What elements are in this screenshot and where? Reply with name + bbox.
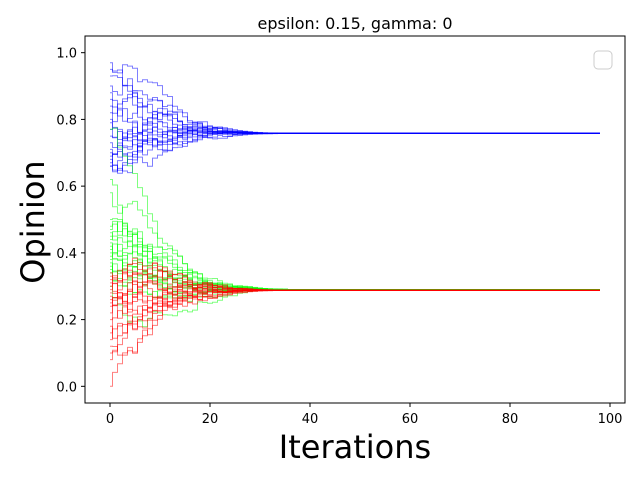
chart-title: epsilon: 0.15, gamma: 0: [257, 14, 452, 33]
x-tick-label: 80: [502, 412, 519, 427]
x-tick-label: 20: [202, 412, 219, 427]
y-tick-label: 0.0: [56, 380, 77, 395]
series-layer: [110, 62, 600, 387]
y-tick-label: 1.0: [56, 47, 77, 62]
x-tick-label: 40: [302, 412, 319, 427]
x-axis-ticks: 0 20 40 60 80 100: [106, 403, 623, 427]
x-axis-label: Iterations: [279, 428, 431, 466]
x-tick-label: 60: [402, 412, 419, 427]
y-tick-label: 0.8: [56, 113, 77, 128]
y-axis-label: Opinion: [14, 160, 52, 283]
x-tick-label: 100: [598, 412, 623, 427]
y-tick-label: 0.4: [56, 247, 77, 262]
plot-frame: [84, 35, 626, 404]
series-line-group-3: [110, 271, 600, 296]
y-tick-label: 0.2: [56, 314, 77, 329]
x-tick-label: 0: [106, 412, 114, 427]
series-line-group-2: [110, 285, 600, 328]
y-tick-label: 0.6: [56, 180, 77, 195]
y-axis-ticks: 0.0 0.2 0.4 0.6 0.8 1.0: [56, 47, 85, 395]
legend-box: [593, 50, 613, 70]
series-line-group-1: [110, 132, 600, 171]
